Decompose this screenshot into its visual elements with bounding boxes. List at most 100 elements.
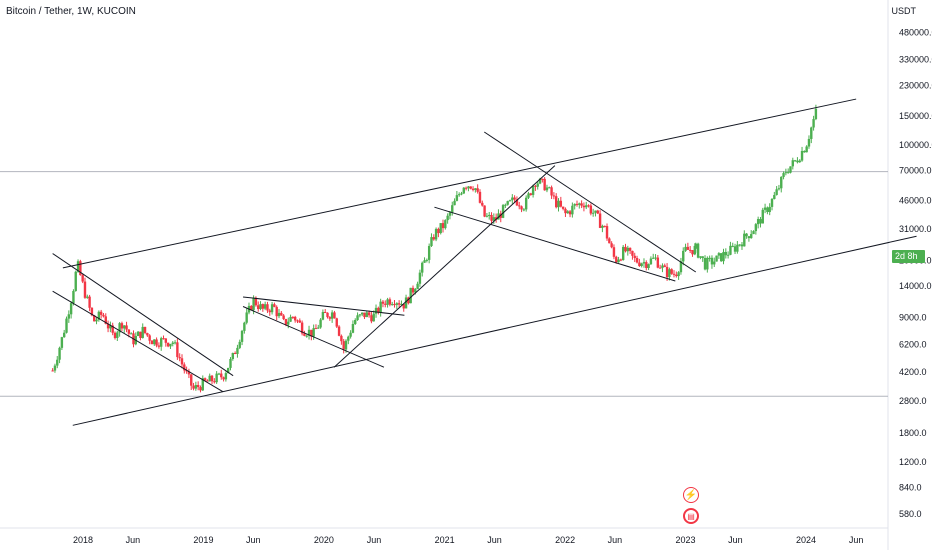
trendline-2 xyxy=(52,290,224,393)
candle-body xyxy=(668,269,671,278)
projection-candle-body xyxy=(807,138,811,147)
candle-body xyxy=(69,303,73,315)
candle-body xyxy=(196,385,200,388)
candle-body xyxy=(171,342,174,344)
bar-countdown-badge: 2d 8h xyxy=(892,250,925,263)
candle-body xyxy=(672,273,676,275)
y-tick-label: 580.0 xyxy=(899,509,922,519)
candle-body xyxy=(365,312,368,318)
projection-candle-body xyxy=(729,245,732,255)
candle-body xyxy=(504,204,507,206)
trendline-0 xyxy=(62,98,857,269)
candle-body xyxy=(319,319,322,328)
candle-body xyxy=(432,237,435,240)
candle-body xyxy=(522,209,526,211)
candle-body xyxy=(573,203,576,206)
candle-body xyxy=(490,214,493,221)
candle-body xyxy=(501,205,505,218)
candle-body xyxy=(275,306,278,317)
projection-candle-body xyxy=(752,231,755,235)
projection-candle-body xyxy=(722,251,725,262)
candle-body xyxy=(520,206,523,210)
candle-body xyxy=(74,271,77,291)
candle-body xyxy=(268,310,271,313)
projection-candle-body xyxy=(708,257,711,259)
candle-body xyxy=(293,316,297,321)
candle-body xyxy=(206,380,209,382)
candle-body xyxy=(411,287,415,293)
projection-candle-body xyxy=(798,160,801,163)
candle-body xyxy=(437,228,440,234)
candle-body xyxy=(467,186,470,189)
candle-body xyxy=(665,266,669,278)
candle-body xyxy=(430,237,433,246)
candle-body xyxy=(136,331,140,336)
candle-body xyxy=(58,347,61,360)
candle-body xyxy=(224,373,228,380)
candle-body xyxy=(386,299,389,305)
candle-body xyxy=(220,373,223,378)
candle-body xyxy=(638,262,641,266)
candle-body xyxy=(531,185,535,195)
projection-candle-body xyxy=(717,253,721,256)
candle-body xyxy=(282,315,285,320)
candle-body xyxy=(527,193,530,198)
candle-body xyxy=(153,339,156,345)
candle-body xyxy=(250,305,253,310)
candle-body xyxy=(321,312,325,320)
candle-body xyxy=(506,201,509,205)
projection-candle-body xyxy=(745,233,748,237)
y-tick-label: 1200.0 xyxy=(899,457,927,467)
candle-body xyxy=(585,205,588,208)
candle-body xyxy=(448,212,452,216)
candle-body xyxy=(693,245,696,255)
projection-candle-body xyxy=(810,127,813,139)
candle-body xyxy=(125,325,128,330)
candle-body xyxy=(296,320,299,322)
candle-body xyxy=(582,205,586,208)
projection-candle-body xyxy=(768,206,771,213)
projection-candle-body xyxy=(694,243,697,249)
candle-body xyxy=(476,188,479,192)
candle-body xyxy=(298,320,302,323)
candle-body xyxy=(589,205,593,214)
y-tick-label: 100000.0 xyxy=(899,140,932,150)
trendline-6 xyxy=(333,165,556,368)
candle-body xyxy=(494,217,498,220)
candle-body xyxy=(183,364,186,371)
candle-body xyxy=(409,287,412,304)
candle-body xyxy=(370,315,373,322)
candle-body xyxy=(222,377,225,380)
candle-body xyxy=(141,326,144,338)
candle-body xyxy=(469,186,472,189)
projection-candle-body xyxy=(805,146,808,153)
candle-body xyxy=(649,258,653,265)
x-tick-label: Jun xyxy=(126,535,141,545)
candle-body xyxy=(65,318,68,333)
candle-body xyxy=(626,247,630,252)
candle-body xyxy=(277,312,281,317)
candle-body xyxy=(300,322,304,334)
projection-candle-body xyxy=(784,172,788,174)
projection-candle-body xyxy=(750,234,753,239)
candle-body xyxy=(62,332,66,338)
trendline-8 xyxy=(483,131,697,273)
candle-body xyxy=(67,314,71,319)
candle-body xyxy=(601,225,604,228)
candle-body xyxy=(679,261,683,273)
candle-body xyxy=(451,205,454,213)
projection-candle-body xyxy=(710,257,714,265)
x-tick-label: Jun xyxy=(487,535,502,545)
lightning-icon[interactable]: ⚡ xyxy=(683,487,699,503)
candle-body xyxy=(529,193,532,195)
calendar-icon[interactable]: ▤ xyxy=(683,508,699,524)
candle-body xyxy=(471,188,475,190)
candle-body xyxy=(139,331,142,338)
candle-body xyxy=(213,381,216,383)
candle-body xyxy=(654,257,657,259)
y-tick-label: 4200.0 xyxy=(899,367,927,377)
candle-body xyxy=(564,208,567,214)
candle-body xyxy=(647,264,650,269)
candle-body xyxy=(284,319,288,325)
